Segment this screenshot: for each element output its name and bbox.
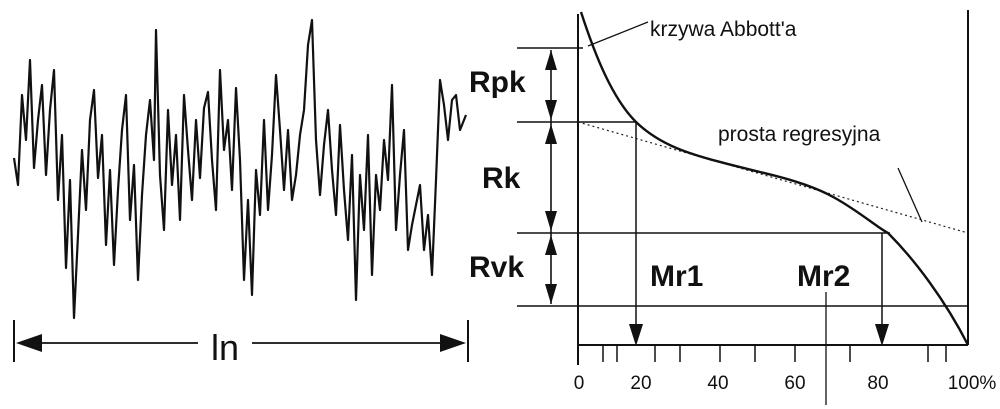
tick-label-20: 20 <box>630 373 651 394</box>
rvk-arrow-down <box>545 284 557 304</box>
tick-label-40: 40 <box>707 373 728 394</box>
abbott-curve <box>579 11 970 346</box>
regression-line-label: prosta regresyjna <box>718 123 881 146</box>
roughness-profile <box>12 18 468 320</box>
rk-label: Rk <box>482 162 521 195</box>
rpk-label: Rpk <box>469 66 526 99</box>
tick-label-60: 60 <box>784 373 805 394</box>
rpk-label-bg <box>464 62 544 100</box>
x-axis-ticks <box>577 345 947 365</box>
abbott-leader-line <box>587 21 649 47</box>
rvk-arrow-up <box>545 235 557 255</box>
abbott-curve-label: krzywa Abbott'a <box>650 18 797 41</box>
mr2-arrowhead <box>875 324 889 346</box>
rk-label-bg <box>478 158 542 196</box>
mr2-label: Mr2 <box>797 260 850 293</box>
mr1-arrowhead <box>629 324 643 346</box>
ln-label: ln <box>211 327 239 368</box>
tick-label-80: 80 <box>867 373 888 394</box>
rpk-arrow-down <box>545 100 557 120</box>
profile-line <box>12 18 468 320</box>
tick-label-0: 0 <box>574 373 585 394</box>
ln-dimension: ln <box>13 320 469 368</box>
tick-label-100: 100% <box>948 373 997 394</box>
rpk-arrow-up <box>545 50 557 70</box>
rk-arrow-down <box>545 211 557 231</box>
mr1-label: Mr1 <box>650 260 703 293</box>
rk-arrow-up <box>545 124 557 144</box>
ln-arrowhead-left <box>16 334 42 352</box>
rvk-label-bg <box>464 248 544 284</box>
regression-leader-line <box>897 167 923 223</box>
ln-arrowhead-right <box>440 334 466 352</box>
abbott-chart: Rpk Rk Rvk Mr1 Mr2 0 <box>464 10 996 405</box>
rvk-label: Rvk <box>469 251 524 284</box>
